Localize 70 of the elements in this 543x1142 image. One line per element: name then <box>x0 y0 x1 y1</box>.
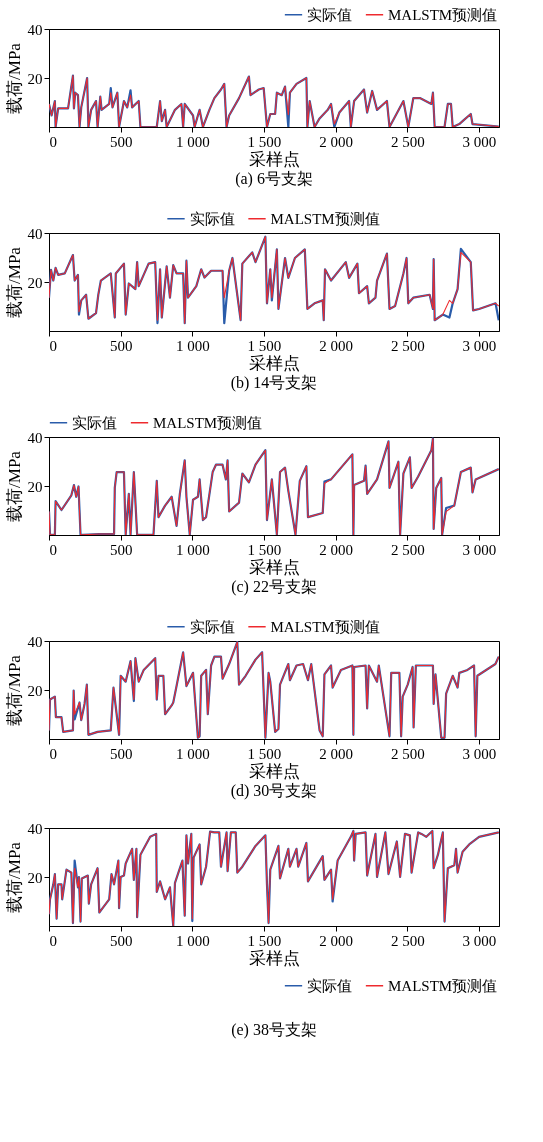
y-tick-label: 20 <box>27 274 43 291</box>
x-tick-label: 1 500 <box>247 745 282 762</box>
legend-label: 实际值 <box>189 618 235 635</box>
x-tick-label: 0 <box>49 541 57 558</box>
x-tick-label: 0 <box>49 337 57 354</box>
x-axis-title: 采样点 <box>249 948 300 968</box>
x-tick-label: 3 000 <box>462 541 497 558</box>
x-tick-label: 3 000 <box>462 932 497 949</box>
x-tick-label: 1 000 <box>175 541 210 558</box>
x-tick-label: 0 <box>49 932 57 949</box>
legend-label: MALSTM预测值 <box>153 414 263 431</box>
x-tick-label: 1 000 <box>175 133 210 150</box>
x-tick-label: 2 500 <box>390 541 425 558</box>
x-tick-label: 2 000 <box>319 337 353 354</box>
x-axis-title: 采样点 <box>249 353 300 373</box>
y-tick-label: 20 <box>27 478 43 495</box>
y-axis-title: 载荷/MPa <box>4 450 24 522</box>
x-tick-label: 3 000 <box>462 745 497 762</box>
legend-label: 实际值 <box>189 210 235 227</box>
text: (a) 6号支架 <box>235 170 313 188</box>
legend-label: MALSTM预测值 <box>388 977 498 994</box>
x-tick-label: 500 <box>109 541 133 558</box>
y-tick-label: 40 <box>27 225 43 242</box>
x-tick-label: 1 500 <box>247 337 282 354</box>
y-axis-title: 载荷/MPa <box>4 841 24 913</box>
x-tick-label: 3 000 <box>462 133 497 150</box>
text: (b) 14号支架 <box>230 374 318 392</box>
y-axis-title: 载荷/MPa <box>4 246 24 318</box>
y-axis-title: 载荷/MPa <box>4 654 24 726</box>
legend-label: 实际值 <box>72 414 117 431</box>
y-tick-label: 20 <box>27 682 43 699</box>
y-tick-label: 40 <box>27 429 43 446</box>
x-tick-label: 2 000 <box>319 133 353 150</box>
y-tick-label: 40 <box>27 633 43 650</box>
y-tick-label: 40 <box>27 21 43 38</box>
legend-label: 实际值 <box>307 6 352 23</box>
x-tick-label: 2 500 <box>390 745 425 762</box>
x-tick-label: 500 <box>109 745 133 762</box>
x-tick-label: 2 500 <box>390 932 425 949</box>
text: (e) 38号支架 <box>231 1021 317 1039</box>
text: (d) 30号支架 <box>230 782 318 800</box>
x-axis-title: 采样点 <box>249 761 300 781</box>
y-tick-label: 40 <box>27 820 43 837</box>
x-tick-label: 500 <box>109 133 133 150</box>
x-tick-label: 1 000 <box>175 745 210 762</box>
x-tick-label: 500 <box>109 337 133 354</box>
x-tick-label: 1 500 <box>247 541 282 558</box>
legend-label: MALSTM预测值 <box>388 6 498 23</box>
x-tick-label: 2 500 <box>390 133 425 150</box>
x-tick-label: 1 000 <box>175 337 210 354</box>
x-axis-title: 采样点 <box>249 557 300 577</box>
y-axis-title: 载荷/MPa <box>4 42 24 114</box>
x-tick-label: 1 500 <box>247 133 282 150</box>
x-tick-label: 2 000 <box>319 541 353 558</box>
x-tick-label: 2 500 <box>390 337 425 354</box>
x-tick-label: 0 <box>49 745 57 762</box>
x-tick-label: 0 <box>49 133 57 150</box>
x-tick-label: 1 000 <box>175 932 210 949</box>
y-tick-label: 20 <box>27 869 43 886</box>
x-tick-label: 3 000 <box>462 337 497 354</box>
x-tick-label: 2 000 <box>319 932 353 949</box>
x-axis-title: 采样点 <box>249 149 300 169</box>
text: (c) 22号支架 <box>231 578 317 596</box>
x-tick-label: 500 <box>109 932 133 949</box>
legend-label: MALSTM预测值 <box>270 210 380 227</box>
legend-label: MALSTM预测值 <box>270 618 380 635</box>
y-tick-label: 20 <box>27 70 43 87</box>
x-tick-label: 2 000 <box>319 745 353 762</box>
legend-label: 实际值 <box>307 977 352 994</box>
x-tick-label: 1 500 <box>247 932 282 949</box>
